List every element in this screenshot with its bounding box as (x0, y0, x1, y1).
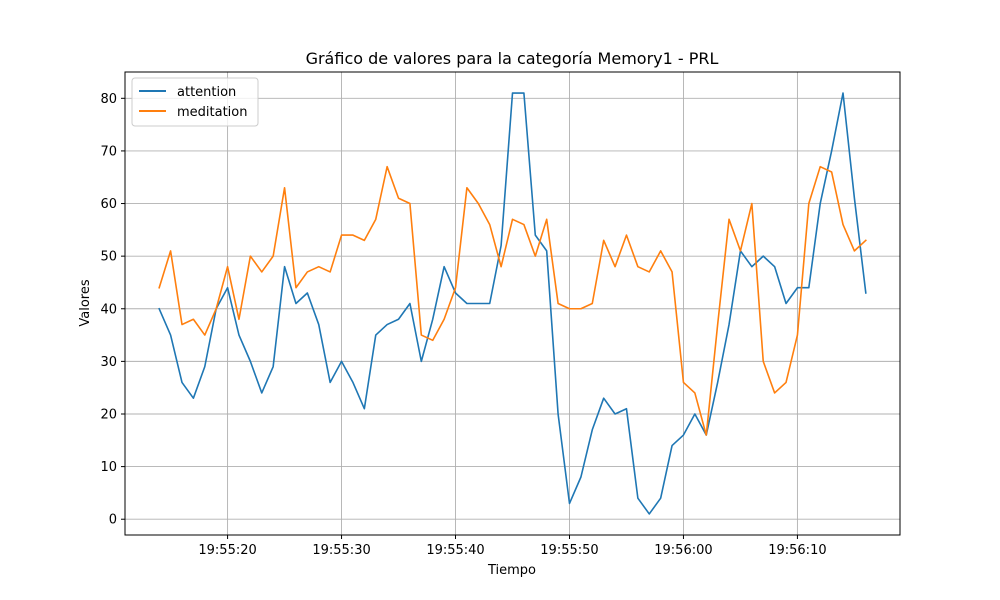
x-tick-label: 19:55:20 (198, 543, 256, 558)
y-tick-label: 30 (100, 355, 117, 370)
y-tick-label: 60 (100, 197, 117, 212)
x-tick-label: 19:56:00 (654, 543, 712, 558)
y-tick-label: 80 (100, 92, 117, 107)
y-tick-label: 40 (100, 302, 117, 317)
x-tick-label: 19:55:30 (312, 543, 370, 558)
legend-label-meditation: meditation (177, 105, 248, 120)
y-tick-label: 10 (100, 460, 117, 475)
y-axis-label: Valores (78, 279, 93, 326)
x-tick-label: 19:55:40 (426, 543, 484, 558)
y-axis-ticks: 0 10 20 30 40 50 60 70 80 (100, 92, 125, 528)
y-tick-label: 0 (109, 513, 117, 528)
legend: attention meditation (131, 77, 259, 127)
x-axis-label: Tiempo (487, 563, 536, 578)
chart-title: Gráfico de valores para la categoría Mem… (306, 49, 719, 68)
series-lines (158, 92, 867, 515)
y-tick-label: 50 (100, 250, 117, 265)
y-tick-label: 70 (100, 144, 117, 159)
x-tick-label: 19:55:50 (540, 543, 598, 558)
series-line-attention (158, 92, 867, 515)
x-axis-ticks: 19:55:20 19:55:30 19:55:40 19:55:50 19:56:00… (198, 535, 827, 558)
series-line-meditation (158, 165, 867, 436)
legend-label-attention: attention (177, 85, 236, 100)
y-tick-label: 20 (100, 407, 117, 422)
x-tick-label: 19:56:10 (768, 543, 826, 558)
plot-frame (124, 71, 901, 536)
